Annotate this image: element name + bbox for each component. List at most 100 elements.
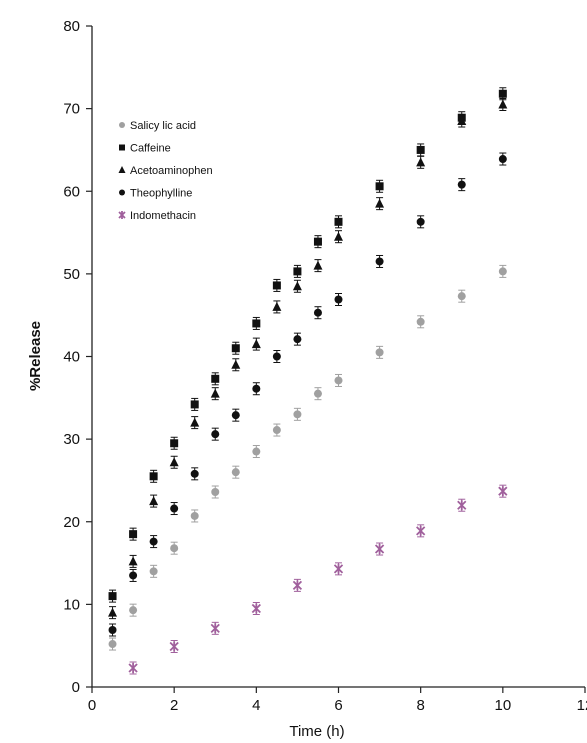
data-point <box>252 447 261 456</box>
data-point <box>149 567 158 576</box>
y-tick-label: 40 <box>63 349 80 366</box>
data-point <box>190 469 199 478</box>
data-point <box>190 511 199 520</box>
data-point <box>293 335 302 344</box>
data-point <box>375 348 384 357</box>
data-point <box>231 344 240 353</box>
data-point <box>231 359 241 369</box>
data-point <box>293 267 302 276</box>
data-point <box>457 292 466 301</box>
data-point <box>211 374 220 383</box>
data-point <box>375 257 384 266</box>
data-point <box>293 410 302 419</box>
data-point <box>129 571 138 580</box>
data-point <box>498 89 507 98</box>
data-point <box>149 472 158 481</box>
series-2 <box>108 97 508 620</box>
x-tick-label: 12 <box>577 697 587 714</box>
series-4 <box>128 484 508 675</box>
data-point <box>149 496 159 506</box>
data-point <box>334 376 343 385</box>
y-tick-label: 10 <box>63 596 80 613</box>
data-point <box>170 544 179 553</box>
y-axis-title: %Release <box>27 321 44 391</box>
data-point <box>128 556 138 566</box>
data-point <box>170 504 179 513</box>
data-point <box>108 592 117 601</box>
data-point <box>334 217 343 226</box>
data-point <box>128 662 138 673</box>
data-point <box>333 563 344 574</box>
data-point <box>211 488 220 497</box>
data-point <box>416 217 425 226</box>
x-axis-title: Time (h) <box>289 723 344 740</box>
x-tick-label: 4 <box>252 697 260 714</box>
data-point <box>334 231 343 241</box>
legend-marker <box>119 144 125 151</box>
y-tick-label: 30 <box>63 431 80 448</box>
data-point <box>272 426 281 435</box>
data-point <box>313 237 322 246</box>
data-point <box>169 641 179 652</box>
data-point <box>129 606 138 615</box>
data-point <box>169 457 179 467</box>
data-point <box>375 182 384 191</box>
data-point <box>374 544 385 555</box>
data-point <box>313 389 322 398</box>
data-point <box>210 388 220 398</box>
data-point <box>375 198 385 208</box>
data-point <box>252 384 261 393</box>
y-tick-label: 60 <box>63 183 80 200</box>
legend-label: Indomethacin <box>130 210 196 222</box>
legend-label: Caffeine <box>130 143 171 155</box>
x-tick-label: 2 <box>170 697 178 714</box>
data-point <box>416 525 426 536</box>
data-point <box>231 411 240 420</box>
data-point <box>231 468 240 477</box>
legend: Salicy lic acid Caffeine Acetoaminophen The… <box>118 120 213 222</box>
legend-marker <box>119 189 125 196</box>
data-point <box>498 267 507 276</box>
y-tick-label: 70 <box>63 101 80 118</box>
data-point <box>313 308 322 317</box>
data-point <box>251 339 261 349</box>
y-tick-label: 0 <box>72 679 80 696</box>
legend-marker <box>118 166 126 173</box>
data-point <box>313 260 323 270</box>
data-point <box>211 430 220 439</box>
data-point <box>210 623 220 634</box>
data-point <box>108 625 117 634</box>
x-tick-label: 8 <box>416 697 424 714</box>
data-point <box>170 439 179 448</box>
data-point <box>190 417 200 427</box>
x-tick-label: 6 <box>334 697 342 714</box>
data-marks <box>108 87 508 675</box>
axes <box>86 25 586 693</box>
data-point <box>129 530 138 539</box>
data-point <box>252 319 261 328</box>
data-point <box>498 486 508 497</box>
data-point <box>416 157 426 167</box>
data-point <box>272 352 281 361</box>
series-0 <box>108 264 507 651</box>
data-point <box>108 607 118 617</box>
y-tick-label: 20 <box>63 514 80 531</box>
data-point <box>149 537 158 546</box>
series-1 <box>108 87 507 603</box>
y-tick-label: 50 <box>63 266 80 283</box>
data-point <box>334 295 343 304</box>
data-point <box>292 281 302 291</box>
x-tick-label: 10 <box>494 697 511 714</box>
legend-label: Theophylline <box>130 188 192 200</box>
data-point <box>292 580 303 591</box>
data-point <box>108 640 117 649</box>
legend-label: Acetoaminophen <box>130 165 213 177</box>
data-point <box>457 180 466 189</box>
data-point <box>272 301 282 311</box>
legend-label: Salicy lic acid <box>130 120 196 132</box>
data-point <box>416 317 425 326</box>
y-tick-label: 80 <box>63 18 80 35</box>
series-3 <box>108 152 507 637</box>
